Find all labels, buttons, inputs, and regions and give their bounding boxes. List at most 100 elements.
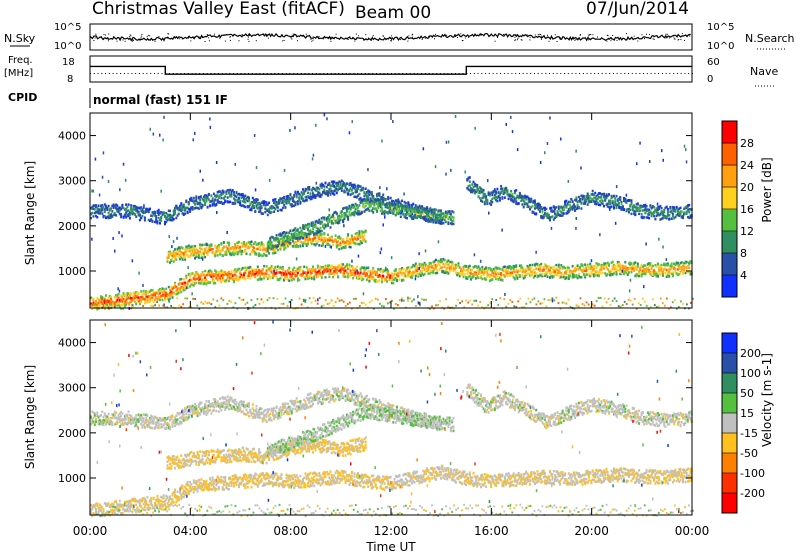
echo-cell — [531, 205, 534, 208]
echo-cell — [549, 272, 551, 275]
echo-cell — [214, 269, 217, 272]
echo-cell — [436, 268, 439, 272]
echo-cell — [253, 268, 255, 272]
echo-cell — [182, 205, 185, 209]
nsearch-point — [303, 35, 305, 37]
echo-cell — [205, 246, 208, 250]
nsearch-point — [399, 39, 401, 41]
nave-point — [187, 73, 189, 74]
echo-cell — [376, 280, 378, 283]
echo-cell — [304, 199, 307, 202]
echo-cell — [170, 252, 173, 255]
echo-cell — [225, 192, 228, 196]
echo-cell — [222, 197, 225, 200]
echo-cell — [101, 204, 104, 207]
echo-cell — [243, 250, 245, 253]
echo-cell — [552, 205, 555, 208]
echo-cell — [115, 300, 118, 304]
echo-cell — [112, 206, 115, 209]
echo-cell — [320, 217, 323, 220]
echo-cell — [259, 203, 262, 206]
echo-cell — [300, 230, 303, 234]
echo-cell — [296, 277, 299, 280]
echo-cell — [291, 271, 294, 274]
echo-cell — [631, 264, 634, 267]
nsearch-point — [547, 34, 548, 36]
echo-cell — [626, 208, 629, 211]
echo-cell — [249, 270, 252, 274]
echo-cell — [628, 267, 630, 270]
echo-cell — [491, 191, 494, 194]
echo-cell — [542, 265, 545, 269]
echo-cell — [621, 267, 624, 270]
echo-cell — [151, 296, 154, 300]
echo-cell — [285, 238, 288, 241]
echo-cell — [284, 234, 287, 237]
nsearch-point — [560, 37, 562, 39]
nsky-tick-high: 10^5 — [54, 22, 81, 33]
echo-cell — [432, 213, 435, 217]
nave-point — [345, 73, 347, 74]
echo-cell — [590, 200, 593, 203]
echo-cell — [441, 260, 444, 263]
echo-cell — [526, 203, 529, 206]
echo-cell — [653, 214, 656, 218]
echo-cell — [214, 281, 217, 285]
echo-cell — [424, 263, 427, 267]
echo-cell — [432, 270, 435, 273]
nsearch-point — [526, 34, 528, 36]
echo-cell — [296, 191, 299, 194]
echo-cell — [108, 216, 111, 219]
echo-cell — [411, 212, 414, 216]
echo-cell — [299, 201, 302, 204]
echo-cell — [142, 206, 145, 210]
echo-cell — [666, 271, 669, 274]
echo-cell — [197, 256, 200, 260]
echo-cell — [269, 206, 272, 209]
echo-cell — [280, 267, 283, 270]
echo-cell — [313, 243, 316, 246]
echo-cell — [254, 251, 257, 254]
echo-cell — [269, 248, 272, 251]
echo-cell — [402, 268, 405, 271]
echo-cell — [580, 194, 583, 197]
echo-cell — [304, 276, 307, 279]
echo-cell — [317, 234, 319, 238]
nave-point — [586, 73, 588, 74]
echo-cell — [289, 275, 292, 279]
echo-cell — [340, 247, 343, 250]
echo-cell — [513, 270, 516, 274]
echo-cell — [154, 294, 156, 297]
echo-cell — [376, 273, 378, 276]
echo-cell — [312, 228, 314, 231]
echo-cell — [471, 189, 474, 192]
nave-point — [556, 73, 558, 74]
echo-cell — [424, 265, 427, 268]
echo-cell — [199, 204, 202, 207]
echo-cell — [305, 199, 308, 202]
nave-point — [353, 73, 355, 74]
echo-cell — [525, 202, 528, 206]
echo-cell — [650, 207, 653, 210]
echo-cell — [298, 269, 301, 272]
echo-cell — [217, 271, 220, 274]
echo-cell — [397, 205, 400, 209]
echo-cell — [572, 206, 575, 209]
echo-cell — [250, 207, 253, 211]
nave-point — [259, 73, 261, 74]
echo-cell — [186, 281, 189, 284]
echo-cell — [179, 204, 181, 208]
echo-cell — [239, 203, 242, 206]
echo-cell — [396, 199, 398, 202]
echo-cell — [167, 293, 170, 296]
echo-cell — [330, 237, 333, 240]
nsearch-point — [589, 38, 591, 40]
echo-cell — [526, 272, 529, 276]
echo-cell — [255, 204, 258, 207]
echo-cell — [362, 231, 365, 234]
echo-cell — [352, 265, 355, 269]
echo-cell — [250, 240, 253, 243]
echo-cell — [458, 266, 461, 269]
echo-cell — [172, 211, 175, 214]
nsearch-point — [460, 33, 462, 35]
